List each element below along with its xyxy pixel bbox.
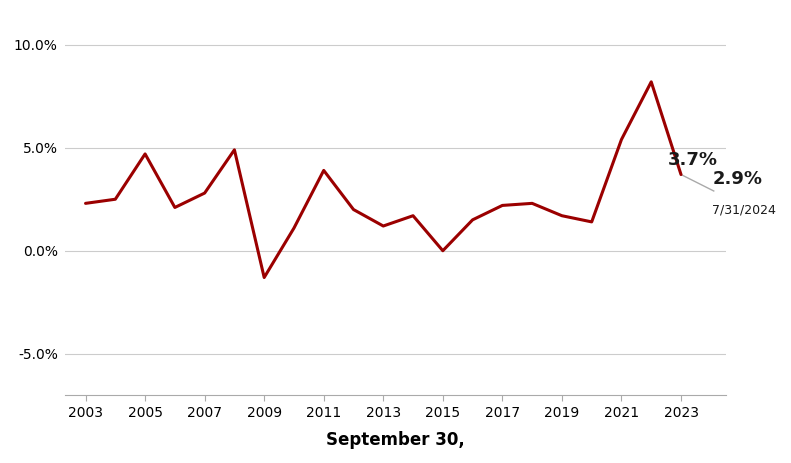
X-axis label: September 30,: September 30,: [326, 431, 464, 449]
Text: 3.7%: 3.7%: [668, 151, 717, 169]
Text: 7/31/2024: 7/31/2024: [712, 203, 776, 216]
Text: 2.9%: 2.9%: [712, 170, 763, 188]
